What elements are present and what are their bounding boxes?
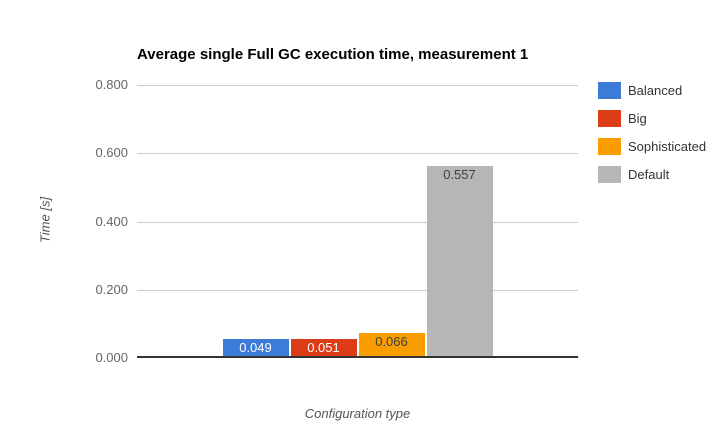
chart-title: Average single Full GC execution time, m… [137,46,529,63]
y-tick-label: 0.000 [95,350,128,365]
bar-balanced: 0.049 [222,339,289,356]
bar-value-label: 0.051 [307,340,340,355]
gridline [137,290,578,291]
bar-default: 0.557 [426,166,493,356]
legend-label: Big [628,111,647,126]
bar-value-label: 0.049 [239,340,272,355]
gridline [137,222,578,223]
legend-swatch [598,82,621,99]
x-axis-line [137,356,578,358]
legend-item-big: Big [598,110,706,127]
y-tick-label: 0.800 [95,77,128,92]
y-tick-label: 0.400 [95,214,128,229]
x-axis-title: Configuration type [304,406,411,421]
legend: Balanced Big Sophisticated Default [598,82,706,183]
y-tick-label: 0.600 [95,145,128,160]
bar-big: 0.051 [290,339,357,356]
legend-swatch [598,166,621,183]
legend-label: Balanced [628,83,683,98]
gridline [137,85,578,86]
legend-item-sophisticated: Sophisticated [598,138,706,155]
gridline [137,153,578,154]
bar-value-label: 0.066 [375,334,408,349]
y-tick-label: 0.200 [95,282,128,297]
legend-item-default: Default [598,166,706,183]
y-axis-title: Time [s] [37,196,53,244]
legend-swatch [598,138,621,155]
plot-area: 0.049 0.051 0.066 0.557 [137,85,578,358]
legend-swatch [598,110,621,127]
legend-item-balanced: Balanced [598,82,706,99]
legend-label: Default [628,167,670,182]
legend-label: Sophisticated [628,139,707,154]
bar-sophisticated: 0.066 [358,333,425,356]
bar-value-label: 0.557 [443,167,476,182]
